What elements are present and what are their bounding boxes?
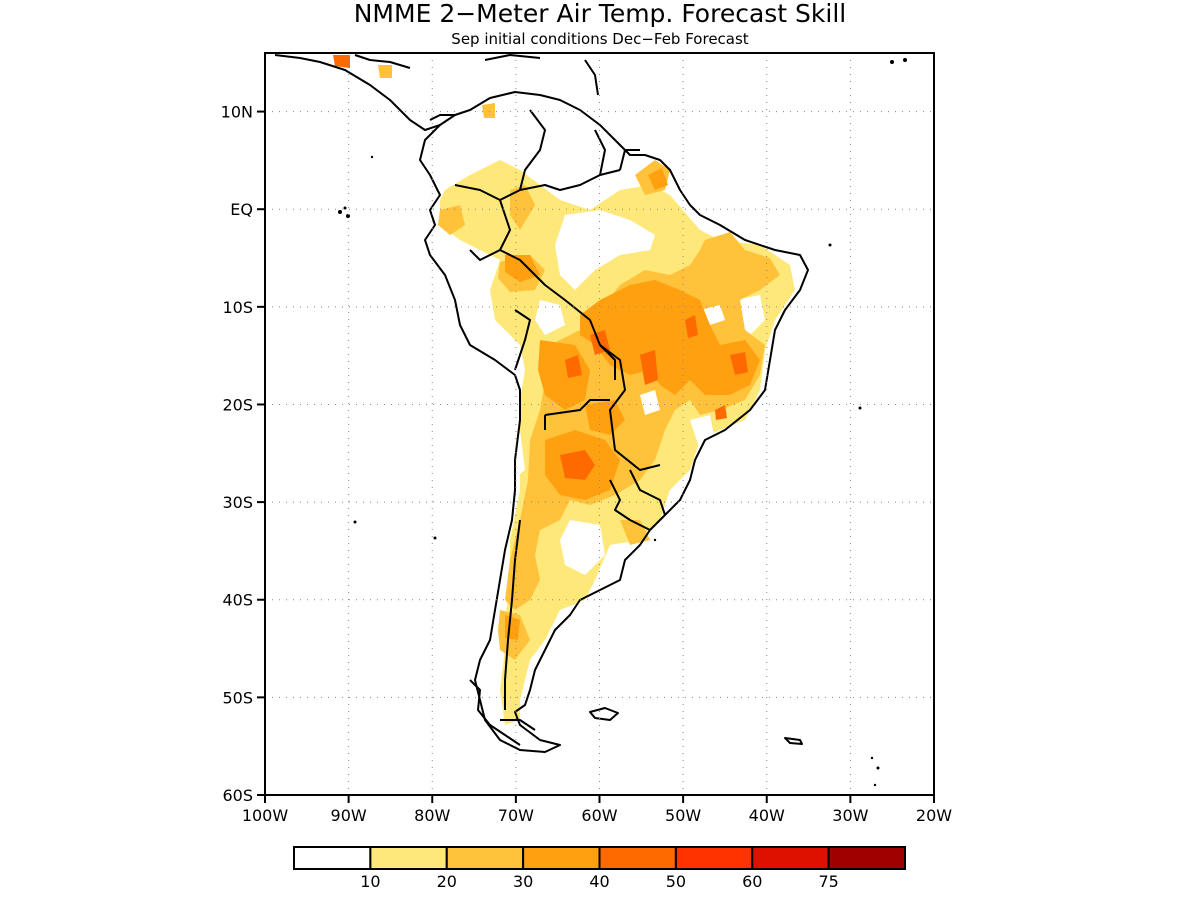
figure-subtitle: Sep initial conditions Dec−Feb Forecast [451,30,749,48]
colorbar-swatch [598,846,677,870]
colorbar: 10 20 30 40 50 60 75 [293,846,906,891]
colorbar-swatch [674,846,754,870]
colorbar-label: 75 [818,872,838,891]
lon-tick-label: 60W [581,806,617,825]
lon-tick-label: 20W [916,806,952,825]
lon-tick-label: 50W [665,806,701,825]
figure-title: NMME 2−Meter Air Temp. Forecast Skill [354,0,847,28]
colorbar-swatch [827,846,906,870]
lon-tick-label: 80W [414,806,450,825]
lon-tick-label: 100W [242,806,289,825]
lat-tick-label: 40S [222,591,253,610]
lon-tick-label: 70W [498,806,534,825]
lat-tick-label: 10N [221,103,253,122]
colorbar-label: 30 [513,872,533,891]
lon-tick-label: 90W [331,806,367,825]
colorbar-swatch [522,846,601,870]
islands [338,58,907,787]
colorbar-label: 40 [589,872,609,891]
colorbar-label: 20 [437,872,457,891]
gridlines [265,53,934,795]
map-area [265,53,934,795]
colorbar-label: 60 [742,872,762,891]
colorbar-swatch [445,846,525,870]
lat-tick-label: 10S [222,298,253,317]
colorbar-swatch [369,846,448,870]
colorbar-label: 50 [666,872,686,891]
lat-tick-label: 60S [222,786,253,805]
lat-tick-label: EQ [230,200,253,219]
lat-tick-label: 50S [222,688,253,707]
lon-tick-label: 30W [832,806,868,825]
skill-band-40-50 [333,55,748,480]
lat-tick-label: 30S [222,493,253,512]
skill-central-america [378,65,495,118]
colorbar-swatch [293,846,372,870]
lon-tick-label: 40W [749,806,785,825]
colorbar-label: 10 [360,872,380,891]
colorbar-swatch [751,846,830,870]
lat-tick-label: 20S [222,395,253,414]
